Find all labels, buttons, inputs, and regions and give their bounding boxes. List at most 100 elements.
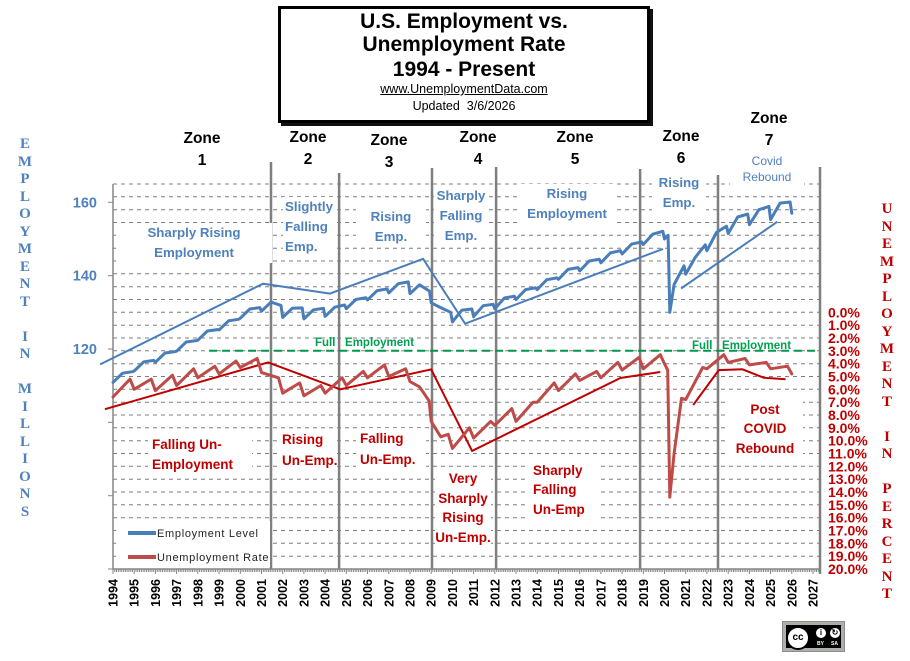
axis-title-letter: L bbox=[19, 188, 30, 205]
right-tick-label: 9.0% bbox=[828, 420, 860, 436]
annotation-line: Sharply Rising bbox=[147, 225, 241, 240]
axis-title-letter: U bbox=[881, 201, 893, 217]
annotation-line: Un-Emp. bbox=[282, 453, 338, 468]
zone-heading-2: Zone 2 bbox=[268, 127, 348, 171]
employment-annotation-zone-7: Covid Rebound bbox=[730, 153, 804, 185]
axis-title-letter: N bbox=[19, 276, 31, 292]
legend-label-unemployment: Unemployment Rate bbox=[157, 552, 270, 564]
axis-title-letter: C bbox=[881, 533, 893, 550]
annotation-line: Emp. bbox=[374, 229, 408, 244]
annotation-line: Emp. bbox=[444, 228, 478, 243]
x-tick-label: 2021 bbox=[679, 579, 693, 607]
axis-title-letter: N bbox=[19, 346, 31, 362]
data-series bbox=[111, 200, 794, 499]
right-tick-label: 12.0% bbox=[828, 458, 868, 474]
right-tick-label: 20.0% bbox=[828, 561, 868, 577]
annotation-line: Employment bbox=[152, 457, 234, 472]
right-tick-label: 15.0% bbox=[828, 497, 868, 513]
x-tick-label: 2001 bbox=[255, 579, 269, 607]
zone-heading-6: Zone 6 bbox=[641, 126, 721, 170]
employment-annotation-zone-6: Rising Emp. bbox=[652, 173, 706, 212]
annotation-line: Rising bbox=[370, 209, 412, 224]
zone-label: Zone bbox=[556, 129, 594, 146]
axis-title-letter: M bbox=[17, 381, 33, 397]
employment-annotation-zone-1: Sharply Rising Employment bbox=[116, 223, 272, 263]
x-tick-label: 2025 bbox=[764, 579, 778, 607]
employment-level-line bbox=[111, 200, 794, 384]
full-employment-label: Full Employment bbox=[315, 337, 415, 349]
x-tick-label: 2015 bbox=[552, 579, 566, 607]
axis-title-letter: E bbox=[19, 258, 30, 275]
right-tick-label: 6.0% bbox=[828, 381, 860, 397]
unemployment-trend-line bbox=[692, 368, 786, 406]
axis-title-letter: T bbox=[19, 293, 30, 310]
axis-title-letter: N bbox=[19, 486, 31, 502]
x-tick-label: 1994 bbox=[107, 579, 121, 607]
x-tick-label: 2020 bbox=[658, 579, 672, 607]
x-tick-label: 2017 bbox=[594, 579, 608, 607]
zone-number: 7 bbox=[764, 132, 774, 149]
x-tick-label: 2012 bbox=[488, 579, 502, 607]
right-tick-label: 10.0% bbox=[828, 433, 868, 449]
annotation-line: Rising bbox=[282, 432, 324, 447]
annotation-line: Rebound bbox=[742, 170, 792, 184]
right-tick-label: 14.0% bbox=[828, 484, 868, 500]
employment-annotation-zone-2: Slightly Falling Emp. bbox=[283, 197, 335, 257]
right-tick-label: 19.0% bbox=[828, 548, 868, 564]
unemployment-annotation-zone-1: Falling Un- Employment bbox=[148, 435, 252, 475]
zone-label: Zone bbox=[750, 110, 788, 127]
unemployment-annotation-zone-4: Very Sharply Rising Un-Emp. bbox=[435, 469, 491, 548]
axis-title-letter: Y bbox=[19, 223, 31, 240]
x-tick-label: 2023 bbox=[722, 579, 736, 607]
annotation-line: Falling bbox=[439, 208, 483, 223]
chart-title-line-3: 1994 - Present bbox=[392, 58, 536, 81]
legend-label-employment: Employment Level bbox=[157, 528, 259, 540]
cc-license-badge[interactable]: cc i ↻ BY SA bbox=[782, 621, 845, 652]
axis-title-letter: S bbox=[20, 503, 30, 520]
x-tick-label: 2026 bbox=[785, 579, 799, 607]
zone-label: Zone bbox=[662, 128, 700, 145]
annotation-line: Sharply bbox=[533, 463, 583, 478]
axis-title-letter: T bbox=[881, 393, 892, 410]
left-tick-label: 160 bbox=[73, 195, 97, 211]
axis-title-letter: Y bbox=[881, 323, 893, 340]
annotation-line: Employment bbox=[154, 245, 234, 260]
axis-title-gap bbox=[876, 411, 898, 429]
axis-title-letter: E bbox=[881, 358, 892, 375]
x-tick-label: 2024 bbox=[743, 579, 757, 607]
x-tick-label: 1998 bbox=[191, 579, 205, 607]
chart-title-line-1: U.S. Employment vs. bbox=[360, 10, 568, 33]
x-tick-label: 1996 bbox=[149, 579, 163, 607]
right-tick-label: 16.0% bbox=[828, 510, 868, 526]
annotation-line: Employment bbox=[527, 206, 607, 221]
annotation-line: Un-Emp bbox=[533, 501, 585, 517]
annotation-line: Rebound bbox=[735, 440, 795, 456]
cc-badge-body: cc i ↻ BY SA bbox=[786, 625, 841, 650]
zone-heading-1: Zone 1 bbox=[162, 128, 242, 172]
axis-title-letter: M bbox=[879, 341, 895, 357]
sa-label: SA bbox=[831, 641, 838, 647]
zone-label: Zone bbox=[183, 130, 221, 147]
zone-heading-7: Zone 7 bbox=[729, 108, 809, 152]
x-tick-label: 2007 bbox=[382, 579, 396, 607]
updated-date: Updated 3/6/2026 bbox=[412, 99, 516, 113]
zone-label: Zone bbox=[459, 129, 497, 146]
axis-title-letter: O bbox=[881, 306, 893, 322]
zone-number: 4 bbox=[473, 151, 483, 168]
tick-labels: 1994 1995 1996 1997 1998 1999 2000 2001 2002 2003… bbox=[73, 195, 868, 607]
unemployment-annotation-zone-2: Rising Un-Emp. bbox=[279, 429, 338, 471]
zone-label: Zone bbox=[289, 129, 327, 146]
right-tick-label: 17.0% bbox=[828, 523, 868, 539]
x-tick-label: 2011 bbox=[467, 579, 481, 606]
annotation-line: Sharply bbox=[436, 188, 486, 203]
axis-title-letter: L bbox=[19, 416, 30, 432]
axis-title-letter: O bbox=[19, 468, 31, 485]
right-tick-label: 8.0% bbox=[828, 407, 860, 423]
annotation-line: Very bbox=[448, 471, 478, 486]
annotation-line: Falling Un- bbox=[152, 437, 222, 452]
x-tick-label: 2019 bbox=[637, 579, 651, 607]
sa-share-alike-icon: ↻ bbox=[829, 627, 841, 639]
source-url-link[interactable]: www.UnemploymentData.com bbox=[380, 82, 548, 96]
